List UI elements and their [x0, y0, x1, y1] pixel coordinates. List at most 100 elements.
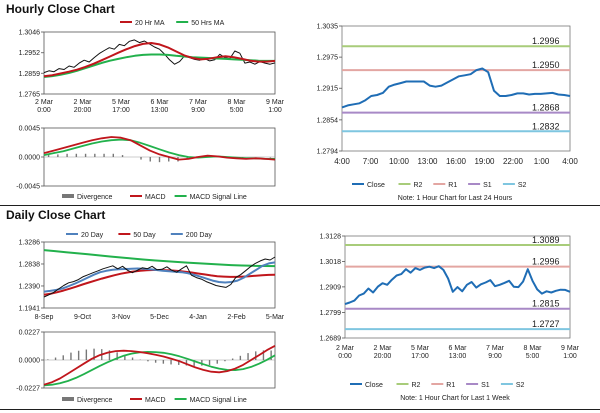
daily_week-xtick-label: 9 Mar	[561, 345, 580, 352]
hourly_24h-xtick-label: 22:00	[503, 157, 524, 166]
daily_week-ytick-label: 1.3018	[320, 259, 342, 266]
daily_week-legend-label: R1	[446, 382, 455, 389]
daily_week-xtick-label: 9:00	[488, 353, 502, 360]
hourly_24h-xtick-label: 4:00	[562, 157, 578, 166]
hourly-price-xtick-label: 0:00	[37, 107, 51, 114]
daily-section-title: Daily Close Chart	[6, 208, 106, 222]
hourly-price-xtick-label: 20:00	[74, 107, 92, 114]
hourly_24h-legend-label: R2	[414, 182, 423, 189]
daily-macd-signal-line	[43, 350, 276, 387]
hourly-price-xtick-label: 13:00	[151, 107, 169, 114]
daily_week-ytick-label: 1.3128	[320, 234, 342, 241]
hourly-macd-line	[43, 136, 276, 161]
daily-price-xtick-label: 9-Oct	[74, 314, 91, 321]
daily-price-xtick-label: 3-Nov	[112, 314, 131, 321]
daily-macd-legend-label: MACD	[145, 397, 166, 404]
daily_week-ytick-label: 1.2909	[320, 284, 342, 291]
hourly-price-xtick-label: 9:00	[191, 107, 205, 114]
hourly-macd-chart: 0.0045 0.0000 -0.0045 Divergence MACD MACD Si…	[16, 126, 276, 201]
hourly-price-xtick-label: 5:00	[230, 107, 244, 114]
daily_week-xtick-label: 5 Mar	[411, 345, 430, 352]
daily_week-r2-level-label: 1.3089	[532, 235, 560, 245]
hourly_24h-legend-label: R1	[448, 182, 457, 189]
hourly-price-xtick-label: 2 Mar	[74, 99, 93, 106]
hourly-price-xtick-label: 6 Mar	[151, 99, 170, 106]
hourly-macd-legend-label: Divergence	[77, 194, 113, 201]
hourly_24h-r1-level-label: 1.2950	[532, 60, 560, 70]
hourly-20hr-ma-line	[43, 42, 276, 78]
hourly_24h-s1-level-label: 1.2868	[532, 103, 560, 113]
daily-price-legend-label: 200 Day	[186, 232, 213, 239]
daily-macd-ytick-label: -0.0227	[16, 386, 40, 393]
daily_week-ytick-label: 1.2799	[320, 310, 342, 317]
hourly-macd-ytick-label: 0.0045	[19, 126, 41, 133]
hourly-macd-legend-label: MACD Signal Line	[190, 194, 247, 201]
hourly_24h-ytick-label: 1.2915	[317, 86, 339, 93]
daily_week-xtick-label: 5:00	[526, 353, 540, 360]
hourly-price-xtick-label: 1:00	[268, 107, 282, 114]
hourly-price-xtick-label: 8 Mar	[228, 99, 247, 106]
hourly-price-legend-label: 50 Hrs MA	[191, 20, 224, 27]
hourly-price-ytick-label: 1.3046	[19, 30, 41, 37]
daily-macd-ytick-label: 0.0227	[19, 330, 41, 337]
daily-close-line	[43, 256, 276, 298]
hourly_24h-xtick-label: 1:00	[534, 157, 550, 166]
daily-200day-ma-line	[43, 249, 276, 268]
daily_week-xtick-label: 6 Mar	[449, 345, 468, 352]
hourly_24h-xtick-label: 16:00	[446, 157, 467, 166]
hourly_24h-ytick-label: 1.3035	[317, 24, 339, 31]
hourly-price-ytick-label: 1.2859	[19, 71, 41, 78]
daily-price-xtick-label: 8-Sep	[35, 314, 54, 321]
hourly-section-title: Hourly Close Chart	[6, 2, 115, 16]
hourly_24h-xtick-label: 13:00	[417, 157, 438, 166]
daily_week-xtick-label: 13:00	[449, 353, 467, 360]
daily_week-close-line	[344, 265, 571, 306]
daily-price-xtick-label: 2-Feb	[227, 314, 245, 321]
daily_week-s1-level-label: 1.2815	[532, 299, 560, 309]
hourly_24h-s2-level-label: 1.2832	[532, 121, 560, 131]
hourly-macd-ytick-label: 0.0000	[19, 155, 41, 162]
hourly_24h-xtick-label: 4:00	[334, 157, 350, 166]
hourly_24h-ytick-label: 1.2854	[317, 117, 339, 124]
hourly_24h-legend-label: S2	[518, 182, 527, 189]
daily_week-legend-label: S1	[481, 382, 490, 389]
hourly-close-line	[43, 39, 276, 74]
hourly_24h-xtick-label: 7:00	[363, 157, 379, 166]
daily-macd-legend-label: Divergence	[77, 397, 113, 404]
section-divider-bottom	[0, 409, 600, 410]
daily-price-ytick-label: 1.1941	[19, 306, 41, 313]
hourly-price-xtick-label: 2 Mar	[35, 99, 54, 106]
daily_week-xtick-label: 20:00	[374, 353, 392, 360]
daily-price-ytick-label: 1.3286	[19, 240, 41, 247]
hourly-price-legend-label: 20 Hr MA	[135, 20, 165, 27]
daily-20day-ma-line	[43, 261, 276, 293]
daily-price-xtick-label: 4-Jan	[189, 314, 207, 321]
hourly-price-xtick-label: 17:00	[112, 107, 130, 114]
daily_week-legend-label: S2	[516, 382, 525, 389]
hourly_24h-xtick-label: 10:00	[389, 157, 410, 166]
daily_week-xtick-label: 2 Mar	[336, 345, 355, 352]
hourly_24h-ytick-label: 1.2975	[317, 55, 339, 62]
hourly-price-xtick-label: 7 Mar	[189, 99, 208, 106]
daily_week-note: Note: 1 Hour Chart for Last 1 Week	[400, 395, 510, 402]
hourly-macd-legend-label: MACD	[145, 194, 166, 201]
daily-week-chart: 1.2689 1.2799 1.2909 1.3018 1.3128 1.3089 1.29…	[320, 234, 580, 403]
hourly_24h-close-line	[341, 67, 571, 109]
daily-macd-line	[43, 345, 276, 386]
daily_week-xtick-label: 1:00	[563, 353, 577, 360]
hourly-price-xtick-label: 9 Mar	[266, 99, 285, 106]
daily_week-r1-level-label: 1.2996	[532, 257, 560, 267]
daily_week-xtick-label: 2 Mar	[374, 345, 393, 352]
daily-price-ytick-label: 1.2390	[19, 283, 41, 290]
daily_week-s2-level-label: 1.2727	[532, 319, 560, 329]
daily_week-xtick-label: 17:00	[411, 353, 429, 360]
hourly_24h-ytick-label: 1.2794	[317, 149, 339, 156]
daily_week-legend-label: R2	[412, 382, 421, 389]
daily-price-xtick-label: 5-Mar	[266, 314, 285, 321]
hourly_24h-note: Note: 1 Hour Chart for Last 24 Hours	[398, 195, 513, 202]
daily-price-legend-label: 20 Day	[81, 232, 104, 239]
daily-price-ytick-label: 1.2838	[19, 261, 41, 268]
hourly_24h-legend-label: Close	[367, 182, 385, 189]
daily-price-chart: 20 Day 50 Day 200 Day 1.1941 1.2390 1.2838 1.3…	[19, 232, 285, 321]
hourly_24h-legend-label: S1	[483, 182, 492, 189]
